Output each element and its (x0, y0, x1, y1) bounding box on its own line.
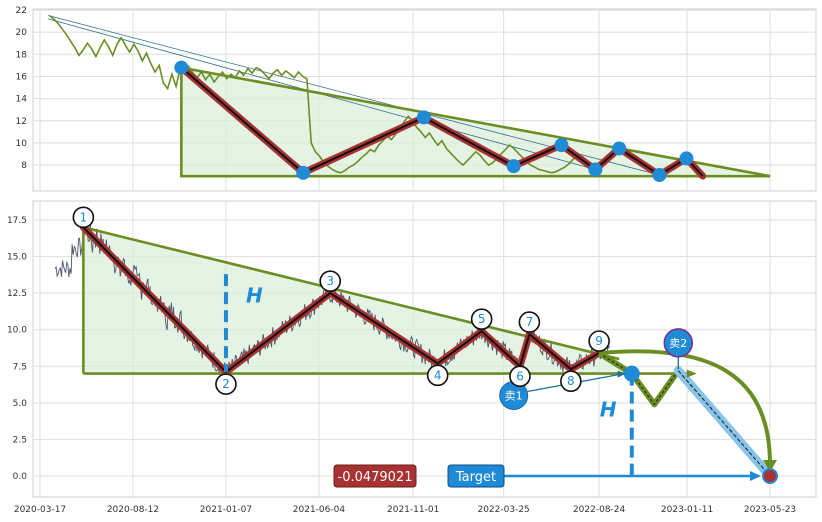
sell1-label: 卖1 (505, 390, 523, 403)
bottom-x-tick: 2021-06-04 (293, 505, 346, 515)
bottom-x-tick: 2023-05-23 (744, 505, 796, 515)
top-wave-point (612, 141, 627, 156)
wave-label-1: 1 (80, 210, 88, 224)
bottom-y-tick: 15.0 (7, 253, 27, 263)
wave-label-circle (509, 365, 531, 388)
wave-label-circle (72, 206, 95, 229)
curved-arrowhead (763, 460, 777, 472)
bottom-x-tick: 2023-01-11 (661, 505, 713, 515)
bottom-y-tick: 7.5 (13, 362, 27, 372)
value-box (333, 464, 417, 488)
wave-label-circle (319, 270, 342, 292)
top-wave-point (554, 138, 569, 153)
value-label: -0.0479021 (338, 470, 413, 485)
wave-label-2: 2 (222, 377, 230, 391)
projection-zigzag-dash (598, 352, 679, 406)
bottom-y-tick: 2.5 (13, 435, 27, 445)
breakout-point (623, 365, 640, 382)
top-wave-inner (180, 66, 704, 177)
target-label: Target (455, 470, 496, 485)
wave-label-3: 3 (326, 274, 334, 288)
wave-label-circle (518, 311, 541, 333)
bottom-x-tick: 2021-01-07 (200, 505, 252, 515)
top-y-tick: 16 (16, 72, 28, 82)
top-wave-point (588, 162, 603, 177)
bottom-x-tick: 2020-08-12 (107, 505, 159, 515)
bottom-wave-inner (82, 226, 600, 374)
wave-label-6: 6 (516, 369, 524, 383)
top-wave-path (177, 64, 707, 180)
target-box (447, 464, 505, 488)
wave-label-circle (470, 308, 493, 330)
sell2-label: 卖2 (669, 337, 687, 350)
projection-target-dash (677, 370, 771, 477)
sell1-arrowhead (617, 370, 626, 378)
bottom-projection (597, 349, 778, 484)
wave-label-circle (426, 364, 449, 387)
top-y-tick: 8 (21, 161, 27, 171)
top-y-tick: 14 (16, 95, 28, 105)
wave-label-circle (215, 373, 237, 395)
top-y-tick-labels: 8 10 12 14 16 18 20 22 (16, 6, 28, 171)
curved-target-arrow (598, 349, 772, 465)
top-triangle-outline (180, 66, 771, 178)
bottom-y-tick: 5.0 (13, 399, 28, 409)
top-y-tick: 12 (16, 117, 27, 127)
wave-label-4: 4 (434, 368, 442, 382)
bottom-y-tick: 17.5 (7, 216, 27, 226)
wave-label-circle (588, 330, 610, 352)
wave-label-8: 8 (567, 374, 575, 388)
top-wave-points (174, 60, 694, 183)
top-y-tick: 22 (16, 6, 27, 16)
bottom-y-tick: 12.5 (7, 289, 27, 299)
trend-arrowhead (686, 369, 697, 378)
top-y-tick: 10 (16, 139, 28, 149)
h-label-right: H (600, 398, 617, 422)
top-price-line (48, 14, 578, 174)
bottom-wave-labels: 1 2 3 4 5 6 7 8 9 (72, 206, 610, 395)
bottom-panel: 0.02.55.07.510.012.515.017.5 2020-03-17 2… (7, 200, 817, 515)
top-y-tick: 18 (16, 50, 28, 60)
top-wave-point (652, 168, 667, 183)
wave-label-9: 9 (595, 334, 603, 348)
bottom-y-tick: 10.0 (7, 326, 27, 336)
target-arrowhead (750, 471, 761, 481)
top-wave-point (174, 60, 189, 75)
bottom-x-tick: 2022-03-25 (477, 505, 529, 515)
top-wave-point (679, 151, 694, 166)
wave-label-circle (560, 370, 582, 393)
bottom-annotations: H H 卖1 卖2 Target -0.0479021 (223, 274, 761, 488)
bottom-x-tick: 2022-08-24 (573, 505, 626, 515)
bottom-y-tick-labels: 0.0 2.5 5.0 7.5 10.0 12.5 15.0 17.5 (7, 216, 27, 482)
bottom-x-tick: 2020-03-17 (14, 505, 66, 515)
bottom-y-tick: 0.0 (13, 472, 28, 482)
bottom-wave-path (79, 223, 603, 376)
bottom-x-tick-labels: 2020-03-17 2020-08-12 2021-01-07 2021-06-04… (14, 505, 796, 515)
sell2-badge (663, 328, 694, 358)
bottom-x-tick: 2021-11-01 (387, 505, 439, 515)
top-wave-point (506, 159, 521, 174)
top-y-tick: 20 (16, 28, 28, 38)
h-label-left: H (246, 283, 263, 307)
wave-label-5: 5 (478, 312, 486, 326)
top-wave-point (416, 110, 431, 125)
top-panel: 8 10 12 14 16 18 20 22 (16, 6, 817, 192)
wave-label-7: 7 (526, 315, 534, 329)
target-marker (762, 468, 778, 484)
top-wave-point (296, 165, 311, 180)
